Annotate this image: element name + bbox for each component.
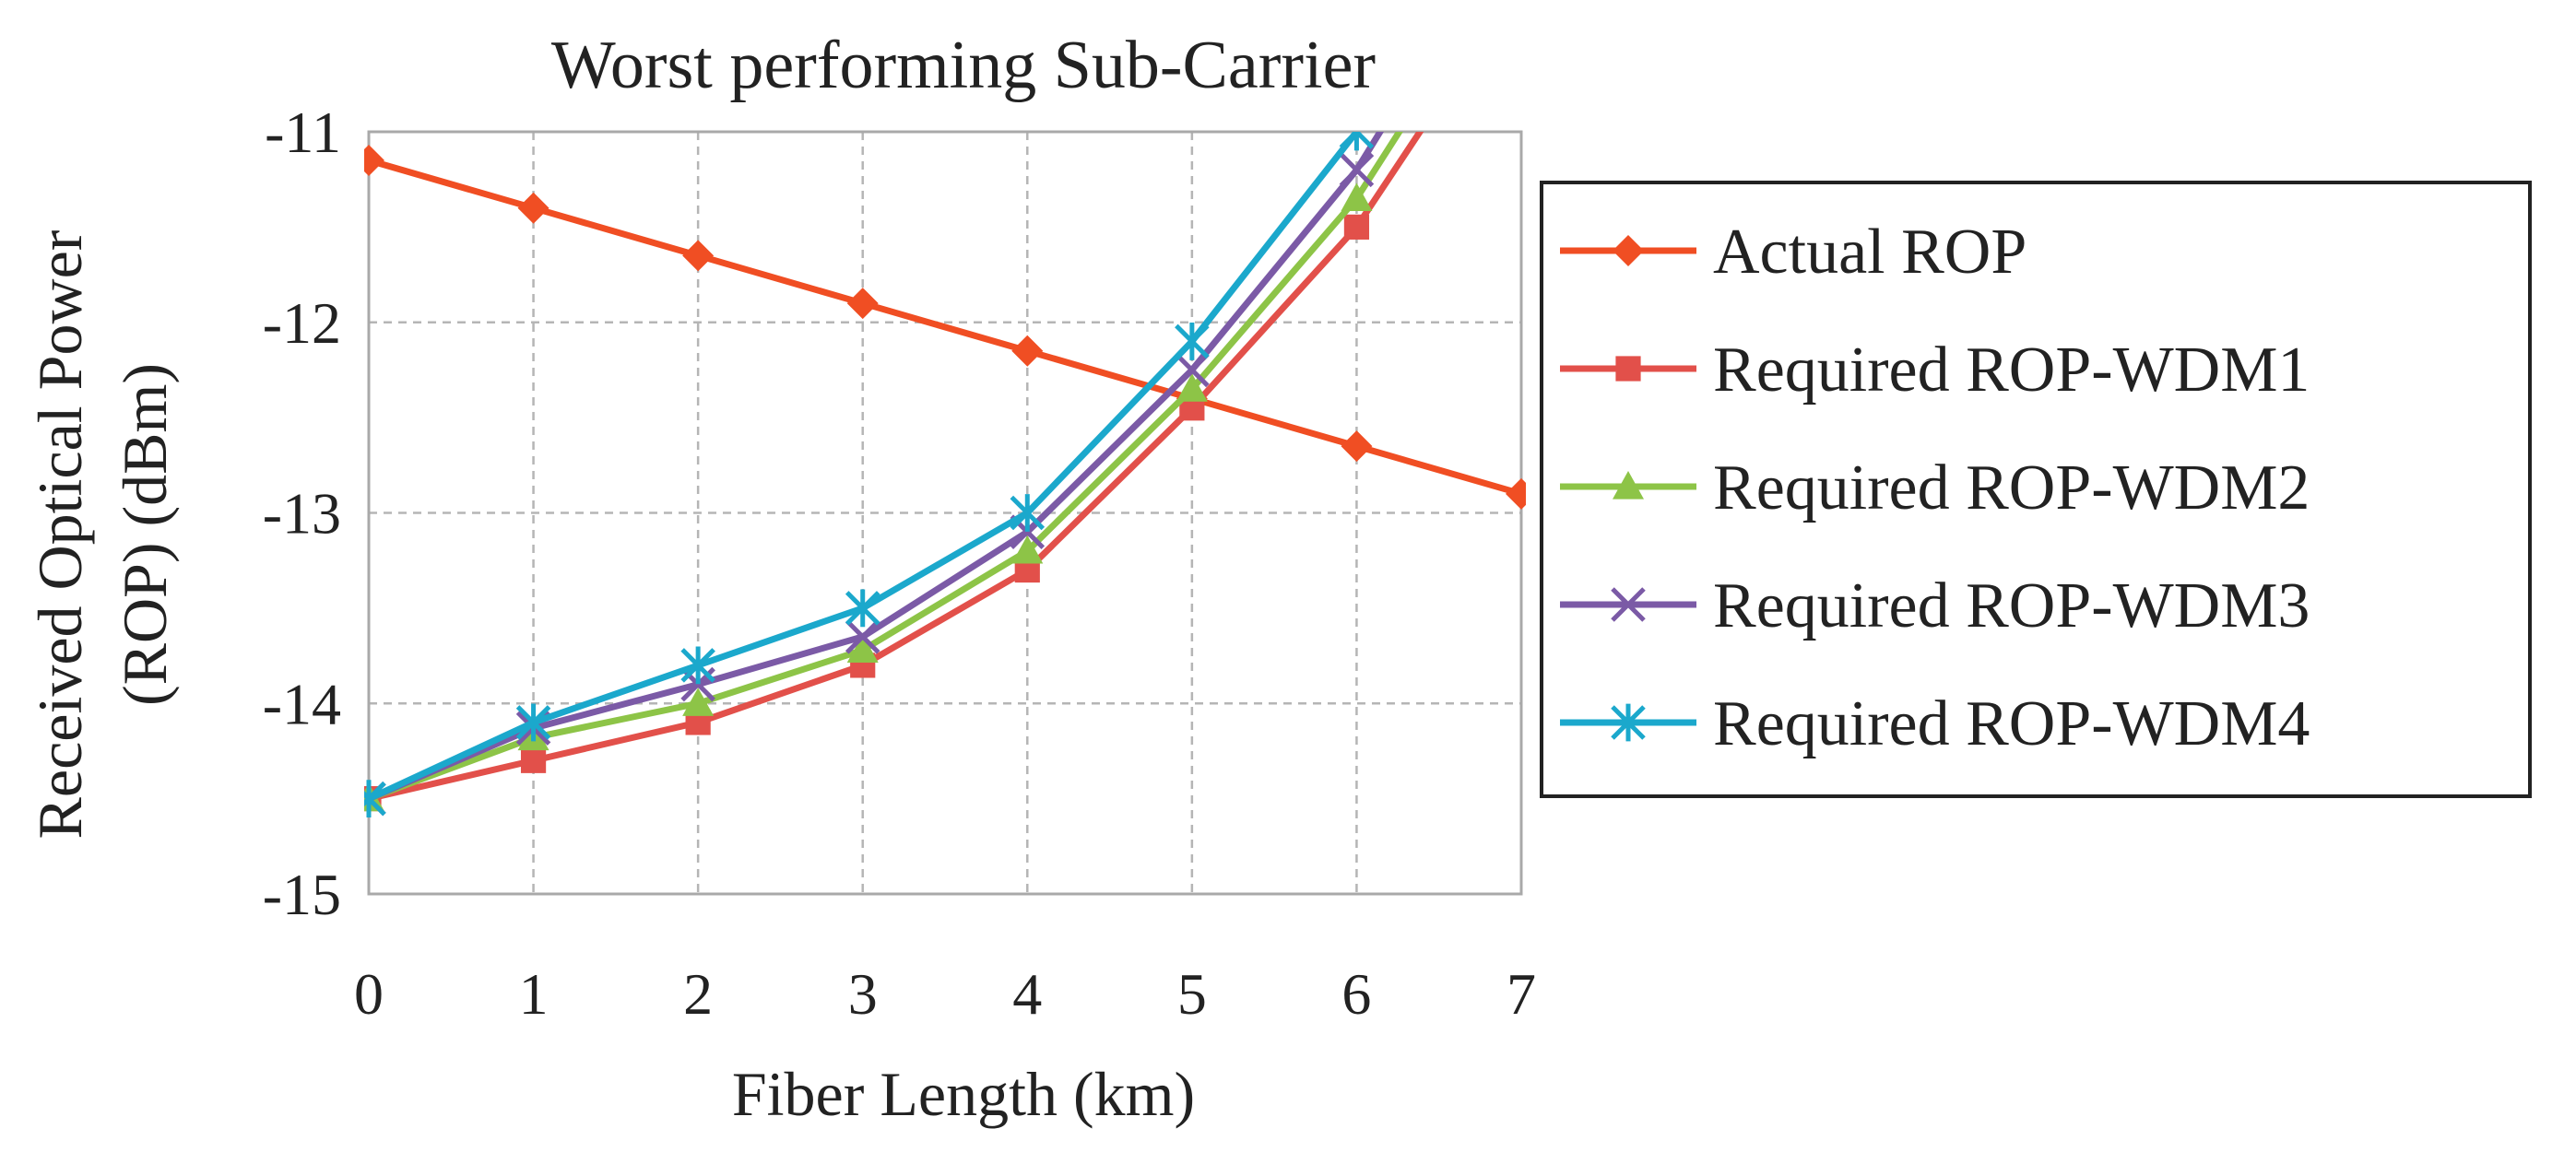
data-point-triangle bbox=[1341, 182, 1373, 211]
data-point-star bbox=[1339, 132, 1375, 151]
y-tick-label: -15 bbox=[263, 862, 341, 927]
series-required-rop-wdm2 bbox=[364, 132, 1403, 812]
y-axis-label-line-2: (ROP) (dBm) bbox=[110, 363, 180, 706]
y-tick-label: -14 bbox=[263, 671, 341, 736]
legend-item: Actual ROP bbox=[1560, 217, 2027, 288]
y-axis-label: Received Optical Power (ROP) (dBm) bbox=[25, 229, 180, 839]
data-point-diamond bbox=[682, 240, 715, 272]
plot-frame bbox=[367, 130, 1523, 896]
series-group bbox=[364, 132, 1526, 818]
x-tick-label: 2 bbox=[683, 961, 713, 1027]
data-point-triangle bbox=[1613, 471, 1644, 500]
x-axis-label: Fiber Length (km) bbox=[732, 1059, 1195, 1129]
y-tick-label: -11 bbox=[265, 100, 341, 165]
legend-item: Required ROP-WDM1 bbox=[1560, 335, 2310, 406]
y-tick-label: -12 bbox=[263, 290, 341, 356]
data-point-diamond bbox=[846, 288, 879, 320]
legend-items: Actual ROP Required ROP-WDM1 Required ROP-… bbox=[1560, 217, 2310, 759]
grid bbox=[369, 132, 1521, 894]
series-required-rop-wdm4 bbox=[364, 132, 1375, 818]
chart-title: Worst performing Sub-Carrier bbox=[551, 28, 1376, 103]
y-tick-label: -13 bbox=[263, 481, 341, 547]
data-point-x bbox=[1339, 152, 1375, 188]
series-line bbox=[368, 157, 1522, 498]
data-point-star bbox=[680, 646, 715, 685]
x-tick-label: 5 bbox=[1177, 961, 1207, 1027]
data-point-x bbox=[1175, 352, 1210, 388]
x-tick-labels: 0 1 2 3 4 5 6 7 bbox=[354, 961, 1536, 1027]
data-point-diamond bbox=[1341, 430, 1373, 463]
series-line bbox=[367, 132, 1403, 802]
data-point-star bbox=[1611, 703, 1646, 742]
data-point-diamond bbox=[517, 192, 549, 224]
y-axis-label-line-1: Received Optical Power bbox=[25, 229, 95, 839]
legend-item: Required ROP-WDM4 bbox=[1560, 688, 2310, 759]
x-tick-label: 3 bbox=[848, 961, 878, 1027]
legend-label: Required ROP-WDM1 bbox=[1713, 335, 2310, 406]
series-actual-rop bbox=[364, 145, 1526, 510]
data-point-triangle bbox=[846, 634, 879, 663]
data-point-star bbox=[1010, 494, 1046, 532]
legend-label: Actual ROP bbox=[1713, 217, 2027, 288]
data-point-square bbox=[1615, 356, 1641, 382]
legend-label: Required ROP-WDM2 bbox=[1713, 453, 2310, 523]
data-point-x bbox=[1611, 587, 1646, 622]
data-point-square bbox=[1343, 214, 1370, 240]
y-tick-labels: -11 -12 -13 -14 -15 bbox=[263, 100, 341, 927]
series-required-rop-wdm1 bbox=[364, 132, 1424, 812]
x-tick-label: 0 bbox=[354, 961, 384, 1027]
series-line bbox=[368, 132, 1424, 803]
series-line bbox=[367, 132, 1361, 802]
x-tick-label: 4 bbox=[1012, 961, 1042, 1027]
x-tick-label: 1 bbox=[519, 961, 549, 1027]
data-point-square bbox=[520, 747, 547, 773]
data-point-triangle bbox=[1011, 535, 1044, 564]
legend-item: Required ROP-WDM3 bbox=[1560, 570, 2310, 641]
data-point-x bbox=[845, 619, 880, 654]
legend-label: Required ROP-WDM4 bbox=[1713, 688, 2310, 759]
legend-box bbox=[1540, 181, 2532, 798]
data-point-diamond bbox=[1011, 335, 1044, 367]
data-point-star bbox=[845, 589, 880, 628]
series-required-rop-wdm3 bbox=[364, 132, 1385, 817]
data-point-triangle bbox=[1176, 373, 1208, 402]
series-line bbox=[367, 132, 1385, 802]
data-point-diamond bbox=[364, 145, 384, 177]
legend: Actual ROP Required ROP-WDM1 Required ROP-… bbox=[1540, 181, 2532, 798]
data-point-diamond bbox=[1613, 235, 1644, 266]
data-point-diamond bbox=[1506, 477, 1526, 510]
data-point-star bbox=[364, 780, 386, 818]
legend-label: Required ROP-WDM3 bbox=[1713, 570, 2310, 641]
data-point-star bbox=[1175, 323, 1210, 360]
legend-item: Required ROP-WDM2 bbox=[1560, 453, 2310, 523]
data-point-triangle bbox=[682, 688, 715, 716]
x-tick-label: 6 bbox=[1341, 961, 1371, 1027]
x-tick-label: 7 bbox=[1507, 961, 1536, 1027]
data-point-star bbox=[515, 703, 551, 742]
